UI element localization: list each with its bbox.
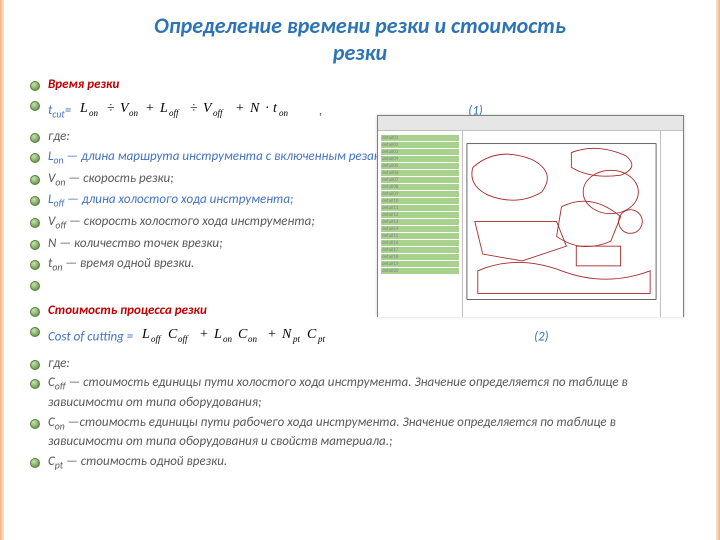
inset-menubar [378,116,683,131]
f1-eq: = [65,103,71,118]
tree-item: detail14 [381,226,459,232]
nesting-drawing [463,131,660,317]
svg-text:L: L [213,327,222,342]
f1-lhs: tcut [48,103,65,118]
eqnum-2: (2) [534,329,548,344]
tree-item: detail12 [381,212,459,218]
svg-text:off: off [151,334,162,344]
formula-2-svg: Loff Coff + Lon Con + Npt Cpt [142,322,372,346]
svg-text:+: + [200,327,208,342]
tree-item: detail17 [381,247,459,253]
N-text: N — количество точек врезки; [48,236,223,251]
tree-item: detail03 [381,149,459,155]
Loff-text: Loff — длина холостого хода инструмента; [48,192,294,207]
svg-text:+: + [146,101,154,116]
inset-tree: detail01 detail02 detail03 detail04 deta… [378,131,463,317]
svg-text:t: t [273,101,278,116]
tree-item: detail09 [381,191,459,197]
tree-item: detail08 [381,184,459,190]
svg-text:off: off [213,108,224,118]
inset-canvas [463,131,661,317]
svg-text:+: + [268,327,276,342]
f1-lhs-sub: cut [52,109,64,121]
svg-text:L: L [159,101,168,116]
svg-text:off: off [169,108,180,118]
tree-item: detail16 [381,240,459,246]
tree-item: detail05 [381,163,459,169]
svg-text:÷: ÷ [107,101,115,116]
software-screenshot: detail01 detail02 detail03 detail04 deta… [377,115,684,317]
svg-text:on: on [279,108,289,118]
section-heading-time: Время резки [28,76,692,94]
page-title: Определение времени резки и стоимость ре… [28,12,692,66]
Lon-sym: Lon [48,149,64,164]
li-Coff: Coff — стоимость единицы пути холостого … [28,374,692,411]
slide: Определение времени резки и стоимость ре… [0,0,720,540]
svg-text:off: off [178,334,189,344]
tree-item: detail01 [381,135,459,141]
svg-text:N: N [281,327,292,342]
svg-text:÷: ÷ [190,101,198,116]
Von-text: Von — скорость резки; [48,171,174,186]
svg-text:N: N [249,101,260,116]
where-2: где: [28,355,692,373]
tree-item: detail20 [381,268,459,274]
svg-text:·: · [265,101,270,116]
tree-item: detail02 [381,142,459,148]
svg-text:L: L [142,327,150,342]
formula-2: Loff Coff + Lon Con + Npt Cpt [142,322,372,353]
inset-sidepanel [661,131,683,317]
section1-text: Время резки [48,77,119,92]
ton-text: ton — время одной врезки. [48,256,194,271]
svg-text:V: V [203,101,213,116]
tree-item: detail07 [381,177,459,183]
where-2-text: где: [48,356,70,371]
border-left [0,0,4,540]
tree-item: detail15 [381,233,459,239]
Voff-text: Voff — скорость холостого хода инструмен… [48,214,315,229]
tree-item: detail06 [381,170,459,176]
svg-text:on: on [223,334,233,344]
tree-item: detail10 [381,198,459,204]
title-line1: Определение времени резки и стоимость [154,12,566,39]
f2-lhs: Cost of cutting = [48,329,133,344]
section2-text: Стоимость процесса резки [48,303,207,318]
svg-text:on: on [248,334,258,344]
formula-1-svg: Lon ÷ Von + Loff ÷ Voff + N · ton [80,96,310,120]
title-line2: резки [333,39,387,66]
where-1-text: где: [48,129,70,144]
f1-tail: , [319,103,322,118]
li-Cpt: Cpt — стоимость одной врезки. [28,453,692,473]
svg-text:+: + [236,101,244,116]
svg-text:pt: pt [292,334,301,344]
border-right [716,0,720,540]
tree-item: detail04 [381,156,459,162]
Con-text: Con —стоимость единицы пути рабочего ход… [48,415,616,450]
inset-body: detail01 detail02 detail03 detail04 deta… [378,131,683,317]
svg-text:pt: pt [317,334,326,344]
formula-2-line: Cost of cutting = Loff Coff + Lon Con + … [28,322,692,353]
Cpt-text: Cpt — стоимость одной врезки. [48,454,227,469]
Coff-text: Coff — стоимость единицы пути холостого … [48,375,628,410]
svg-text:C: C [238,327,248,342]
tree-item: detail18 [381,254,459,260]
Lon-sub: on [53,155,63,167]
svg-text:on: on [89,108,99,118]
svg-text:L: L [80,101,88,116]
tree-item: detail11 [381,205,459,211]
svg-text:C: C [168,327,178,342]
li-Con: Con —стоимость единицы пути рабочего ход… [28,414,692,451]
tree-item: detail13 [381,219,459,225]
formula-1: Lon ÷ Von + Loff ÷ Voff + N · ton [80,96,310,127]
svg-text:on: on [129,108,139,118]
svg-text:C: C [307,327,317,342]
tree-item: detail19 [381,261,459,267]
